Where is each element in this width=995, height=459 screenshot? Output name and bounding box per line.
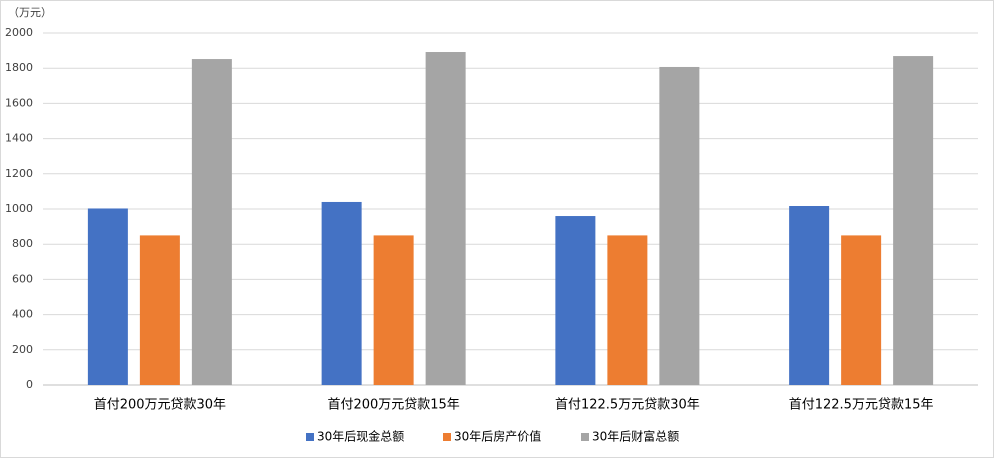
legend-label: 30年后现金总额 <box>317 429 404 444</box>
bar <box>87 208 128 385</box>
legend-swatch <box>581 433 589 441</box>
bar <box>425 52 466 386</box>
legend-swatch <box>443 433 451 441</box>
bar <box>607 235 648 385</box>
bar <box>893 56 934 385</box>
x-tick-label: 首付122.5万元贷款15年 <box>789 398 934 413</box>
bar <box>555 216 596 385</box>
legend-label: 30年后房产价值 <box>454 429 541 444</box>
bar <box>139 235 180 385</box>
bar <box>841 235 882 385</box>
bar <box>321 201 362 385</box>
y-tick-label: 200 <box>12 343 33 356</box>
y-tick-label: 1400 <box>5 132 33 145</box>
y-tick-label: 400 <box>12 308 33 321</box>
y-tick-label: 1600 <box>5 96 33 109</box>
y-tick-label: 1200 <box>5 167 33 180</box>
bar <box>373 235 414 385</box>
legend-label: 30年后财富总额 <box>592 429 679 444</box>
x-tick-label: 首付122.5万元贷款30年 <box>555 398 700 413</box>
x-tick-label: 首付200万元贷款30年 <box>94 398 226 413</box>
y-tick-label: 600 <box>12 272 33 285</box>
y-tick-label: 0 <box>26 378 33 391</box>
legend-swatch <box>306 433 314 441</box>
y-axis-label: （万元） <box>8 6 52 19</box>
bar <box>659 66 700 385</box>
y-tick-label: 1800 <box>5 61 33 74</box>
y-tick-label: 1000 <box>5 202 33 215</box>
bar <box>191 59 232 385</box>
bar <box>789 206 830 385</box>
y-tick-label: 800 <box>12 237 33 250</box>
x-tick-label: 首付200万元贷款15年 <box>327 398 459 413</box>
y-tick-label: 2000 <box>5 26 33 39</box>
